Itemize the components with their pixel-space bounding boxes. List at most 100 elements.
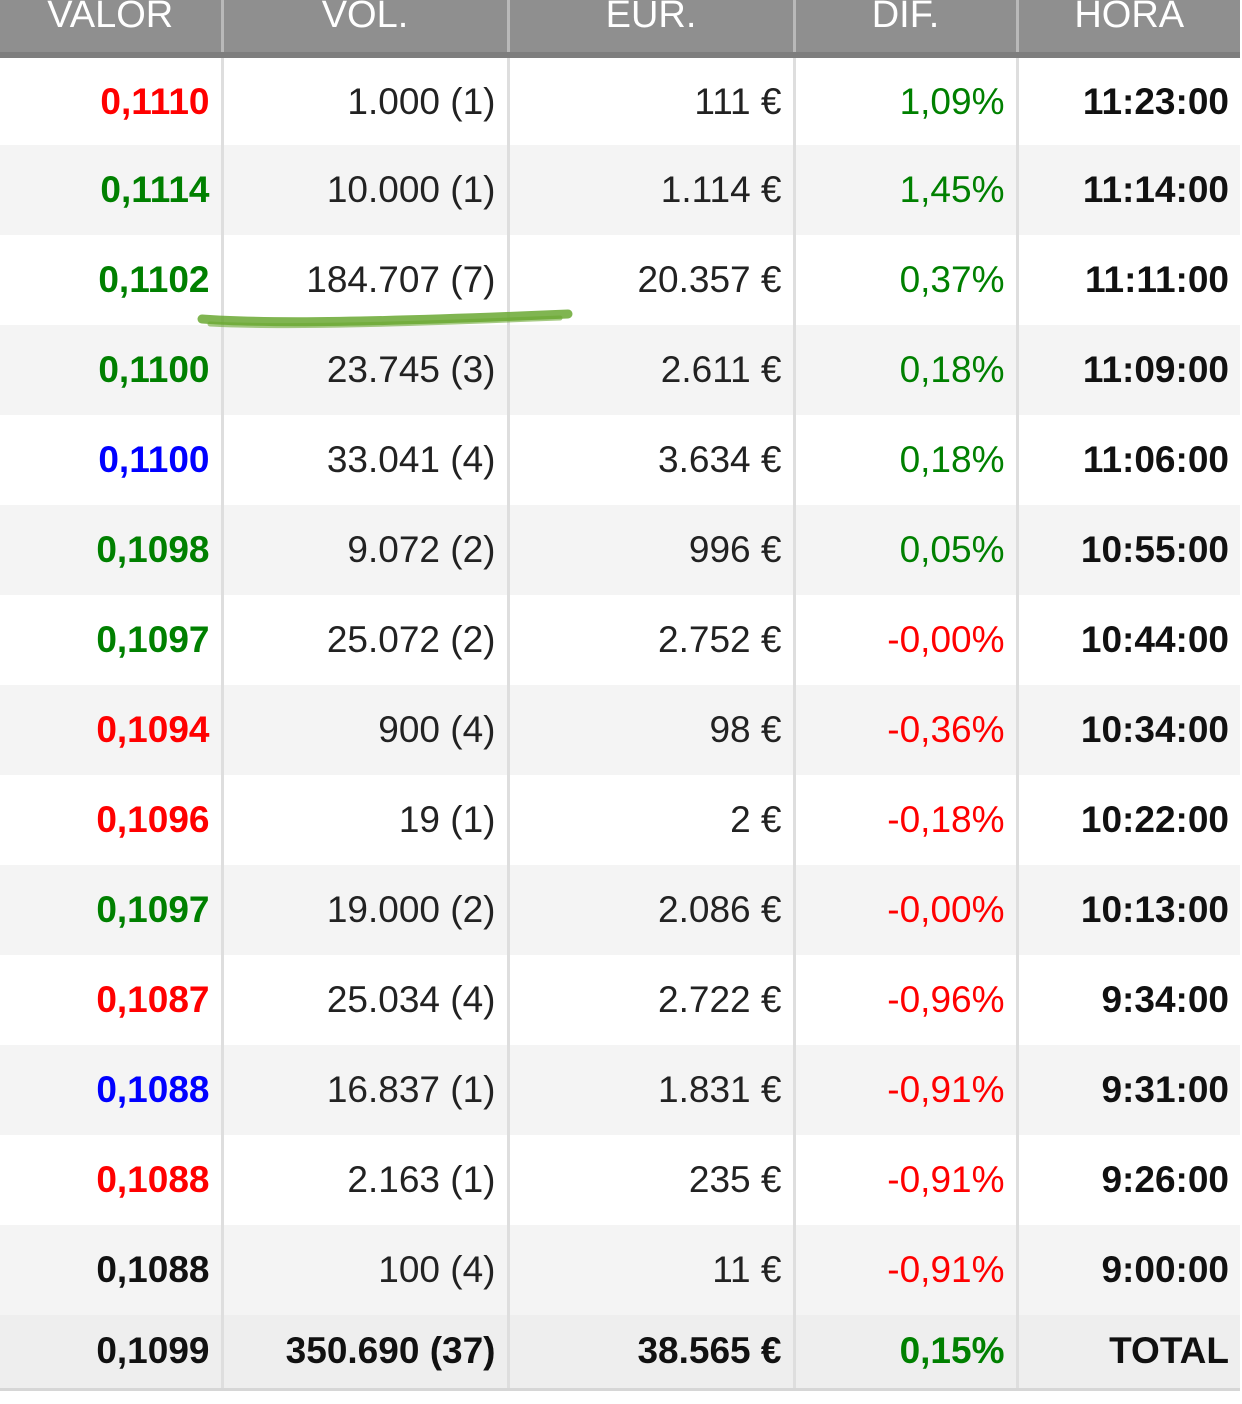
valor-cell: 0,1102: [0, 235, 224, 325]
table-row[interactable]: 0,1088 2.163 (1) 235 € -0,91% 9:26:00: [0, 1135, 1240, 1225]
table-row[interactable]: 0,1096 19 (1) 2 € -0,18% 10:22:00: [0, 775, 1240, 865]
euros-cell: 3.634 €: [508, 415, 796, 505]
table-body: 0,1110 1.000 (1) 111 €1,09% 11:23:00 0,1114 1…: [0, 55, 1240, 1315]
volume-cell: 100 (4): [222, 1225, 510, 1315]
euros-cell: 1.114 €: [508, 145, 796, 235]
dif-cell: -0,18%: [794, 775, 1019, 865]
table-row[interactable]: 0,1100 23.745 (3) 2.611 €0,18% 11:09:00: [0, 325, 1240, 415]
total-eur: 38.565 €: [508, 1315, 796, 1391]
euros-cell: 1.831 €: [508, 1045, 796, 1135]
valor-cell: 0,1114: [0, 145, 224, 235]
hora-cell: 9:34:00: [1101, 979, 1229, 1020]
hora-cell: 9:26:00: [1101, 1159, 1229, 1200]
hora-cell: 10:13:00: [1080, 889, 1229, 930]
hora-cell: 11:06:00: [1082, 439, 1229, 480]
table-row[interactable]: 0,1098 9.072 (2) 996 €0,05% 10:55:00: [0, 505, 1240, 595]
euros-cell: 2.752 €: [508, 595, 796, 685]
dif-cell: -0,91%: [794, 1045, 1019, 1135]
table-row[interactable]: 0,1094 900 (4) 98 € -0,36% 10:34:00: [0, 685, 1240, 775]
hora-cell: 11:14:00: [1082, 169, 1229, 210]
valor-cell: 0,1097: [0, 595, 224, 685]
total-dif: 0,15%: [794, 1315, 1019, 1391]
volume-cell: 25.072 (2): [222, 595, 510, 685]
valor-cell: 0,1088: [0, 1135, 224, 1225]
dif-cell: 0,18%: [794, 415, 1019, 505]
dif-cell: -0,91%: [794, 1225, 1019, 1315]
total-row: 0,1099 350.690 (37) 38.565 € 0,15% TOTAL: [0, 1315, 1240, 1391]
table-row[interactable]: 0,1100 33.041 (4) 3.634 €0,18% 11:06:00: [0, 415, 1240, 505]
table-row[interactable]: 0,1097 25.072 (2) 2.752 € -0,00% 10:44:00: [0, 595, 1240, 685]
euros-cell: 11 €: [508, 1225, 796, 1315]
table-row[interactable]: 0,1097 19.000 (2) 2.086 € -0,00% 10:13:00: [0, 865, 1240, 955]
header-hora[interactable]: HORA: [1017, 0, 1240, 58]
valor-cell: 0,1100: [0, 325, 224, 415]
header-eur[interactable]: EUR.: [508, 0, 796, 58]
hora-cell: 10:55:00: [1080, 529, 1229, 570]
table-row[interactable]: 0,1087 25.034 (4) 2.722 € -0,96% 9:34:00: [0, 955, 1240, 1045]
table-footer: 0,1099 350.690 (37) 38.565 € 0,15% TOTAL: [0, 1315, 1240, 1391]
euros-cell: 996 €: [508, 505, 796, 595]
euros-cell: 98 €: [508, 685, 796, 775]
euros-cell: 2 €: [508, 775, 796, 865]
valor-cell: 0,1110: [0, 55, 224, 145]
table-row[interactable]: 0,1102 184.707 (7) 20.357 €0,37% 11:11:00: [0, 235, 1240, 325]
valor-cell: 0,1087: [0, 955, 224, 1045]
valor-cell: 0,1096: [0, 775, 224, 865]
volume-cell: 25.034 (4): [222, 955, 510, 1045]
volume-cell: 19.000 (2): [222, 865, 510, 955]
hora-cell: 9:31:00: [1101, 1069, 1229, 1110]
volume-cell: 1.000 (1): [222, 55, 510, 145]
total-valor: 0,1099: [0, 1315, 224, 1391]
hora-cell: 10:22:00: [1080, 799, 1229, 840]
dif-cell: -0,91%: [794, 1135, 1019, 1225]
dif-cell: 0,05%: [794, 505, 1019, 595]
volume-cell: 16.837 (1): [222, 1045, 510, 1135]
table-row[interactable]: 0,1114 10.000 (1) 1.114 €1,45% 11:14:00: [0, 145, 1240, 235]
valor-cell: 0,1088: [0, 1045, 224, 1135]
table-header: VALOR VOL. EUR. DIF. HORA: [0, 0, 1240, 58]
valor-cell: 0,1088: [0, 1225, 224, 1315]
valor-cell: 0,1098: [0, 505, 224, 595]
header-dif[interactable]: DIF.: [794, 0, 1019, 58]
euros-cell: 235 €: [508, 1135, 796, 1225]
total-vol: 350.690 (37): [222, 1315, 510, 1391]
volume-cell: 2.163 (1): [222, 1135, 510, 1225]
euros-cell: 2.086 €: [508, 865, 796, 955]
total-label: TOTAL: [1017, 1315, 1240, 1391]
table-row[interactable]: 0,1110 1.000 (1) 111 €1,09% 11:23:00: [0, 55, 1240, 145]
volume-cell: 184.707 (7): [222, 235, 510, 325]
table-row[interactable]: 0,1088 16.837 (1) 1.831 € -0,91% 9:31:00: [0, 1045, 1240, 1135]
hora-cell: 11:09:00: [1082, 349, 1229, 390]
hora-cell: 11:23:00: [1082, 80, 1229, 122]
header-valor[interactable]: VALOR: [0, 0, 224, 58]
volume-cell: 10.000 (1): [222, 145, 510, 235]
euros-cell: 20.357 €: [508, 235, 796, 325]
dif-cell: 0,37%: [794, 235, 1019, 325]
dif-cell: 1,09%: [794, 55, 1019, 145]
hora-cell: 11:11:00: [1084, 259, 1229, 300]
header-row: VALOR VOL. EUR. DIF. HORA: [0, 0, 1240, 58]
euros-cell: 111 €: [508, 55, 796, 145]
hora-cell: 10:44:00: [1080, 619, 1229, 660]
volume-cell: 23.745 (3): [222, 325, 510, 415]
hora-cell: 9:00:00: [1101, 1249, 1229, 1290]
hora-cell: 10:34:00: [1080, 709, 1229, 750]
dif-cell: 0,18%: [794, 325, 1019, 415]
dif-cell: -0,00%: [794, 865, 1019, 955]
euros-cell: 2.611 €: [508, 325, 796, 415]
dif-cell: 1,45%: [794, 145, 1019, 235]
dif-cell: -0,00%: [794, 595, 1019, 685]
valor-cell: 0,1094: [0, 685, 224, 775]
euros-cell: 2.722 €: [508, 955, 796, 1045]
volume-cell: 33.041 (4): [222, 415, 510, 505]
volume-cell: 19 (1): [222, 775, 510, 865]
dif-cell: -0,36%: [794, 685, 1019, 775]
valor-cell: 0,1100: [0, 415, 224, 505]
dif-cell: -0,96%: [794, 955, 1019, 1045]
valor-cell: 0,1097: [0, 865, 224, 955]
table-row[interactable]: 0,1088 100 (4) 11 € -0,91% 9:00:00: [0, 1225, 1240, 1315]
volume-cell: 9.072 (2): [222, 505, 510, 595]
volume-cell: 900 (4): [222, 685, 510, 775]
header-vol[interactable]: VOL.: [222, 0, 510, 58]
